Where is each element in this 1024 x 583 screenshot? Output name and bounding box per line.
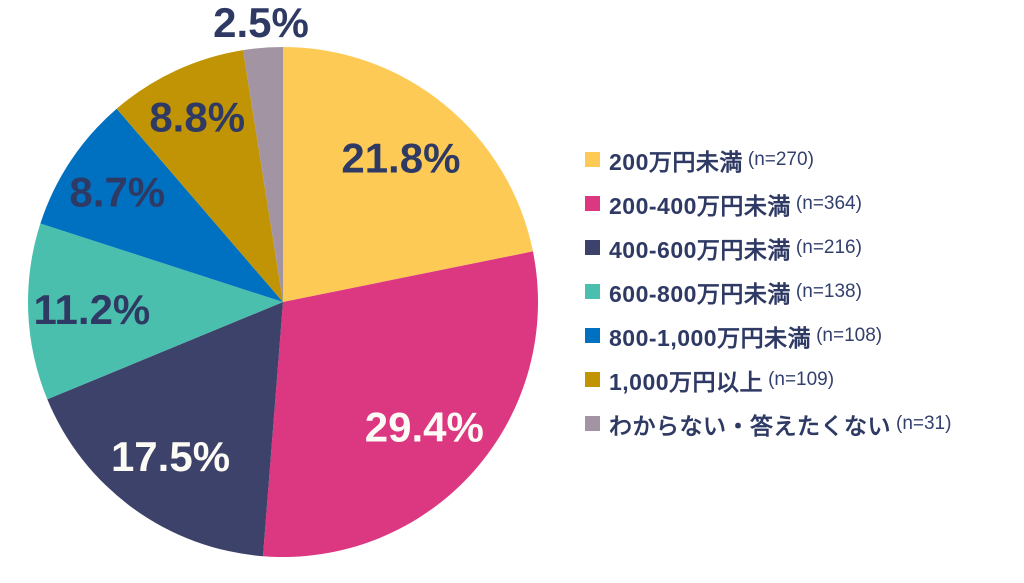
legend-item-1: 200-400万円未満 (n=364) <box>585 190 951 219</box>
legend-swatch-1 <box>585 196 600 211</box>
legend-item-3: 600-800万円未満 (n=138) <box>585 278 951 307</box>
pie-slice-1 <box>262 251 538 557</box>
legend-count-2: (n=216) <box>795 236 862 258</box>
legend-label-6: わからない・答えたくない <box>609 412 891 439</box>
legend-label-0: 200万円未満 <box>609 148 743 175</box>
legend-swatch-0 <box>585 152 600 167</box>
legend-count-3: (n=138) <box>795 280 862 302</box>
pie-slice-5 <box>116 50 284 303</box>
pie-slice-2 <box>47 302 283 557</box>
legend-item-4: 800-1,000万円未満 (n=108) <box>585 322 951 351</box>
legend-swatch-2 <box>585 240 600 255</box>
legend-count-1: (n=364) <box>795 192 862 214</box>
slice-percent-label-1: 29.4% <box>365 404 484 451</box>
legend-count-4: (n=108) <box>816 324 883 346</box>
pie-slice-3 <box>28 223 284 400</box>
slice-percent-label-5: 8.8% <box>149 93 245 140</box>
legend-item-2: 400-600万円未満 (n=216) <box>585 234 951 263</box>
legend-label-4: 800-1,000万円未満 <box>609 324 812 351</box>
legend-count-5: (n=109) <box>768 368 835 390</box>
pie-slice-4 <box>40 108 283 303</box>
legend-swatch-6 <box>585 416 600 431</box>
pie-slice-6 <box>243 47 283 302</box>
legend-swatch-3 <box>585 284 600 299</box>
legend-item-6: わからない・答えたくない (n=31) <box>585 410 952 439</box>
legend-item-0: 200万円未満 (n=270) <box>585 146 951 175</box>
legend-label-1: 200-400万円未満 <box>609 192 791 219</box>
slice-percent-label-6: 2.5% <box>213 0 309 46</box>
legend-count-6: (n=31) <box>896 412 952 434</box>
slice-percent-label-2: 17.5% <box>111 433 230 480</box>
legend-swatch-4 <box>585 328 600 343</box>
slice-percent-label-3: 11.2% <box>34 286 151 333</box>
legend-swatch-5 <box>585 372 600 387</box>
slice-percent-label-4: 8.7% <box>69 168 165 215</box>
legend-label-2: 400-600万円未満 <box>609 236 791 263</box>
legend-label-3: 600-800万円未満 <box>609 280 791 307</box>
slice-percent-label-0: 21.8% <box>341 134 460 181</box>
legend: 200万円未満 (n=270) 200-400万円未満 (n=364) 400-600万… <box>585 146 952 439</box>
legend-count-0: (n=270) <box>747 148 814 170</box>
pie-slice-0 <box>283 47 533 302</box>
legend-label-5: 1,000万円以上 <box>609 368 764 395</box>
legend-item-5: 1,000万円以上 (n=109) <box>585 366 951 395</box>
